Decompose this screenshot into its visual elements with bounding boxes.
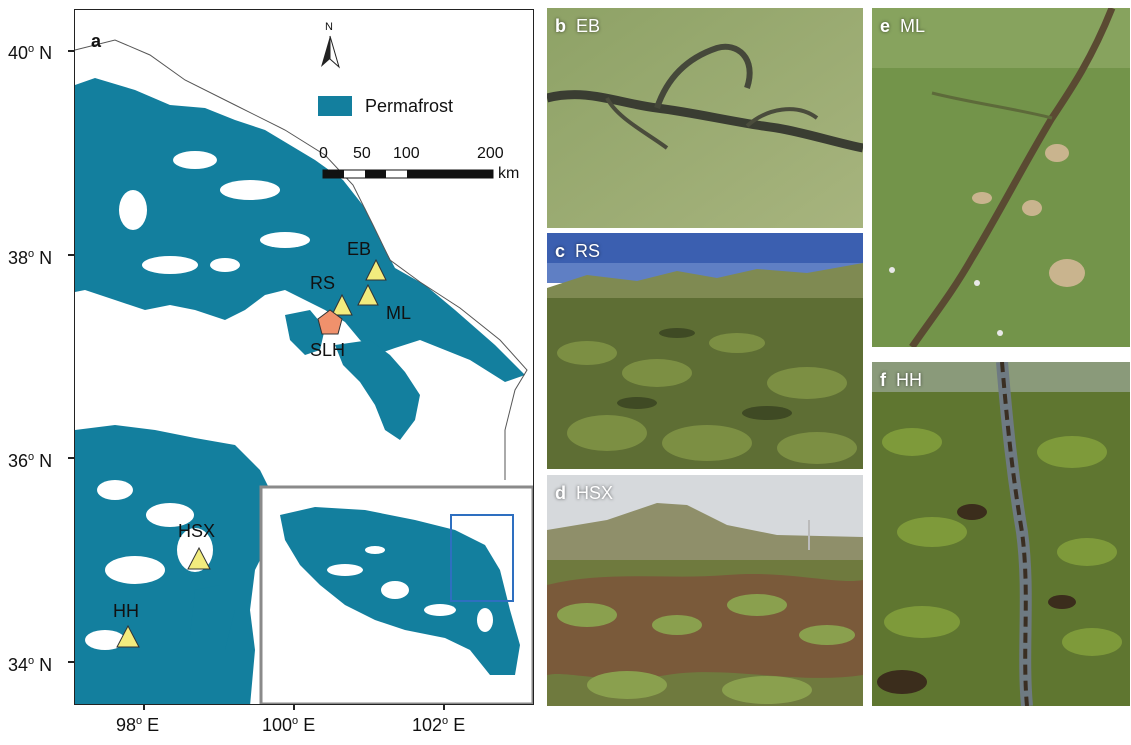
photo-label-hh: f HH — [880, 370, 922, 390]
north-arrow-icon — [321, 35, 340, 69]
site-marker-hsx — [187, 546, 211, 570]
north-label: N — [325, 21, 333, 33]
non-permafrost-areas — [85, 151, 310, 650]
site-label-rs: RS — [310, 273, 336, 293]
map-panel: a N Permafrost 0 50 100 200 km EB RS ML … — [74, 9, 534, 705]
site-marker-hh — [116, 624, 140, 648]
photo-hh: f HH — [872, 362, 1130, 706]
site-marker-eb — [365, 258, 387, 281]
photo-hsx: d HSX — [547, 475, 863, 706]
lat-tick — [68, 254, 74, 256]
scale-tick-200: 200 — [477, 145, 504, 162]
photo-label-eb: b EB — [555, 16, 601, 36]
photo-rs-image — [547, 233, 863, 469]
photo-ml-image — [872, 8, 1130, 347]
lon-label-98: 98o E — [116, 715, 160, 735]
lat-tick — [68, 50, 74, 52]
scale-unit: km — [498, 165, 520, 182]
scale-tick-50: 50 — [353, 145, 371, 162]
site-marker-slh — [317, 309, 343, 335]
scale-bar — [322, 169, 494, 179]
region-boundary — [75, 39, 528, 480]
legend-swatch — [318, 96, 352, 116]
lon-tick — [143, 705, 145, 710]
lat-label-38: 38o N — [8, 248, 53, 268]
scale-tick-100: 100 — [393, 145, 420, 162]
lon-tick — [443, 705, 445, 710]
scale-tick-0: 0 — [319, 145, 328, 162]
photo-label-hsx: d HSX — [555, 483, 614, 503]
lat-tick — [68, 457, 74, 459]
site-label-eb: EB — [347, 239, 372, 259]
lat-tick — [68, 661, 74, 663]
photo-eb-image — [547, 8, 863, 228]
site-marker-ml — [357, 283, 379, 306]
site-markers — [116, 258, 387, 648]
photo-label-rs: c RS — [555, 241, 601, 261]
panel-letter-a: a — [91, 31, 102, 51]
site-label-slh: SLH — [310, 340, 346, 360]
lon-label-102: 102o E — [412, 715, 466, 735]
photo-hh-image — [872, 362, 1130, 706]
legend-label: Permafrost — [365, 96, 454, 116]
photo-eb: b EB — [547, 8, 863, 228]
lon-tick — [293, 705, 295, 710]
site-marker-rs — [331, 293, 353, 316]
site-label-hh: HH — [113, 601, 139, 621]
lat-label-40: 40o N — [8, 43, 53, 63]
photo-label-ml: e ML — [880, 16, 926, 36]
permafrost-map — [75, 35, 533, 704]
photo-rs: c RS — [547, 233, 863, 469]
inset-map — [259, 485, 533, 704]
inset-extent-box — [450, 514, 514, 602]
lon-label-100: 100o E — [262, 715, 316, 735]
lat-label-36: 36o N — [8, 451, 53, 471]
site-label-hsx: HSX — [178, 521, 216, 541]
lat-label-34: 34o N — [8, 655, 53, 675]
site-label-ml: ML — [386, 303, 412, 323]
photo-ml: e ML — [872, 8, 1130, 347]
photo-hsx-image — [547, 475, 863, 706]
